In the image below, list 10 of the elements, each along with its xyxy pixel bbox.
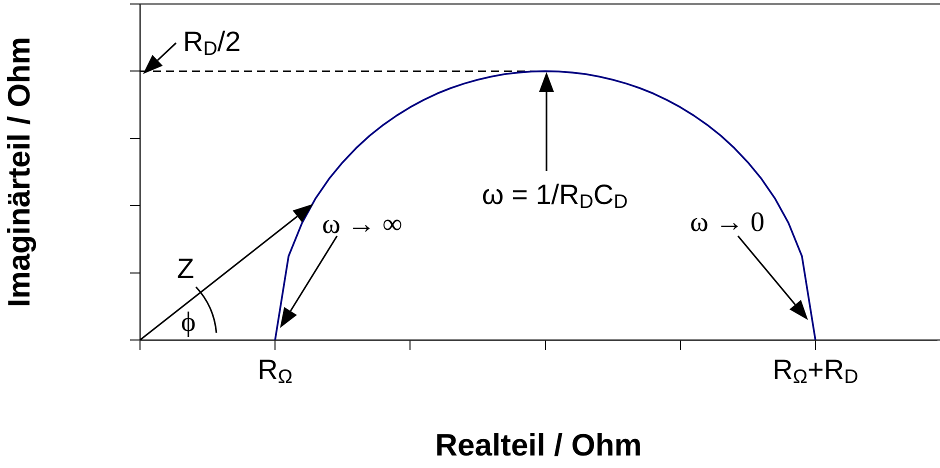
y-axis-title: Imaginärteil / Ohm xyxy=(1,36,36,308)
annotation: Z xyxy=(177,252,194,286)
x-tick-label: R$_{Ω}$ xyxy=(258,354,293,388)
x-tick-label: R$_{Ω}$+R$_{D}$ xyxy=(772,354,858,388)
x-axis-title: Realteil / Ohm xyxy=(435,428,642,463)
annotation: ω → 0 xyxy=(690,206,764,240)
annotation: ϕ xyxy=(181,306,196,340)
annotation: ω = 1/R$_{D}$C$_{D}$ xyxy=(482,179,628,213)
annotation: R$_{D}$/2 xyxy=(183,26,241,60)
annotation: ω → ∞ xyxy=(322,208,402,241)
